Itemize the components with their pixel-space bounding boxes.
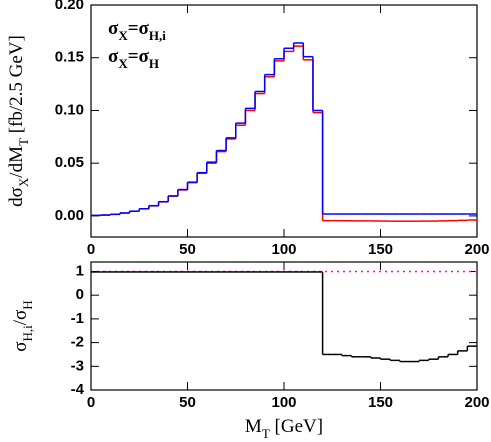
x-axis-label-part: T: [262, 426, 270, 441]
y-tick-label: 0.10: [55, 101, 84, 118]
legend-entry-part: =σ: [128, 46, 150, 67]
x-tick-label: 150: [368, 394, 393, 411]
y-tick-label: -3: [71, 357, 84, 374]
x-tick-label: 100: [271, 241, 296, 258]
x-tick-label: 200: [464, 241, 489, 258]
legend-entry: σX=σH: [108, 46, 159, 71]
legend-entry-part: H: [149, 56, 159, 71]
plot-frame: [90, 261, 478, 391]
y-axis-label-part: /dM: [6, 146, 27, 178]
y-tick-label: -1: [71, 310, 84, 327]
x-axis-label-part: [GeV]: [270, 416, 323, 437]
y-tick-label: 0.20: [55, 0, 84, 13]
x-tick-label: 0: [87, 394, 95, 411]
x-tick-label: 150: [368, 241, 393, 258]
y-axis-label: dσX/dMT [fb/2.5 GeV]: [6, 35, 31, 207]
x-tick-label: 50: [179, 241, 196, 258]
y-axis-label-part: /σ: [10, 310, 31, 326]
x-tick-label: 200: [464, 394, 489, 411]
x-axis-label: MT [GeV]: [245, 416, 323, 441]
y-axis-label-part: X: [16, 177, 31, 187]
x-tick-label: 0: [87, 241, 95, 258]
y-axis-label-part: H: [20, 300, 35, 309]
y-tick-label: -4: [71, 381, 85, 398]
legend-entry-part: σ: [108, 18, 119, 39]
y-tick-label: 0.15: [55, 49, 84, 66]
y-axis-label-part: H,i: [20, 325, 35, 342]
y-tick-label: 1: [76, 262, 84, 279]
legend-entry-part: X: [118, 56, 128, 71]
y-axis-label-part: T: [16, 138, 31, 146]
y-axis-label-part: [fb/2.5 GeV]: [6, 35, 27, 138]
y-axis-label: σH,i/σH: [10, 300, 35, 351]
legend-entry-part: H,i: [149, 28, 166, 43]
y-tick-label: 0.05: [55, 154, 84, 171]
x-axis-label-part: M: [245, 416, 262, 437]
y-axis-label-part: dσ: [6, 187, 27, 207]
legend-entry: σX=σH,i: [108, 18, 166, 43]
x-tick-label: 50: [179, 394, 196, 411]
x-tick-label: 100: [271, 394, 296, 411]
legend-entry-part: =σ: [128, 18, 150, 39]
legend-entry-part: σ: [108, 46, 119, 67]
y-tick-label: 0.00: [55, 207, 84, 224]
y-axis-label-part: σ: [10, 341, 31, 351]
legend-entry-part: X: [118, 28, 128, 43]
y-tick-label: 0: [76, 286, 84, 303]
y-tick-label: -2: [71, 334, 84, 351]
